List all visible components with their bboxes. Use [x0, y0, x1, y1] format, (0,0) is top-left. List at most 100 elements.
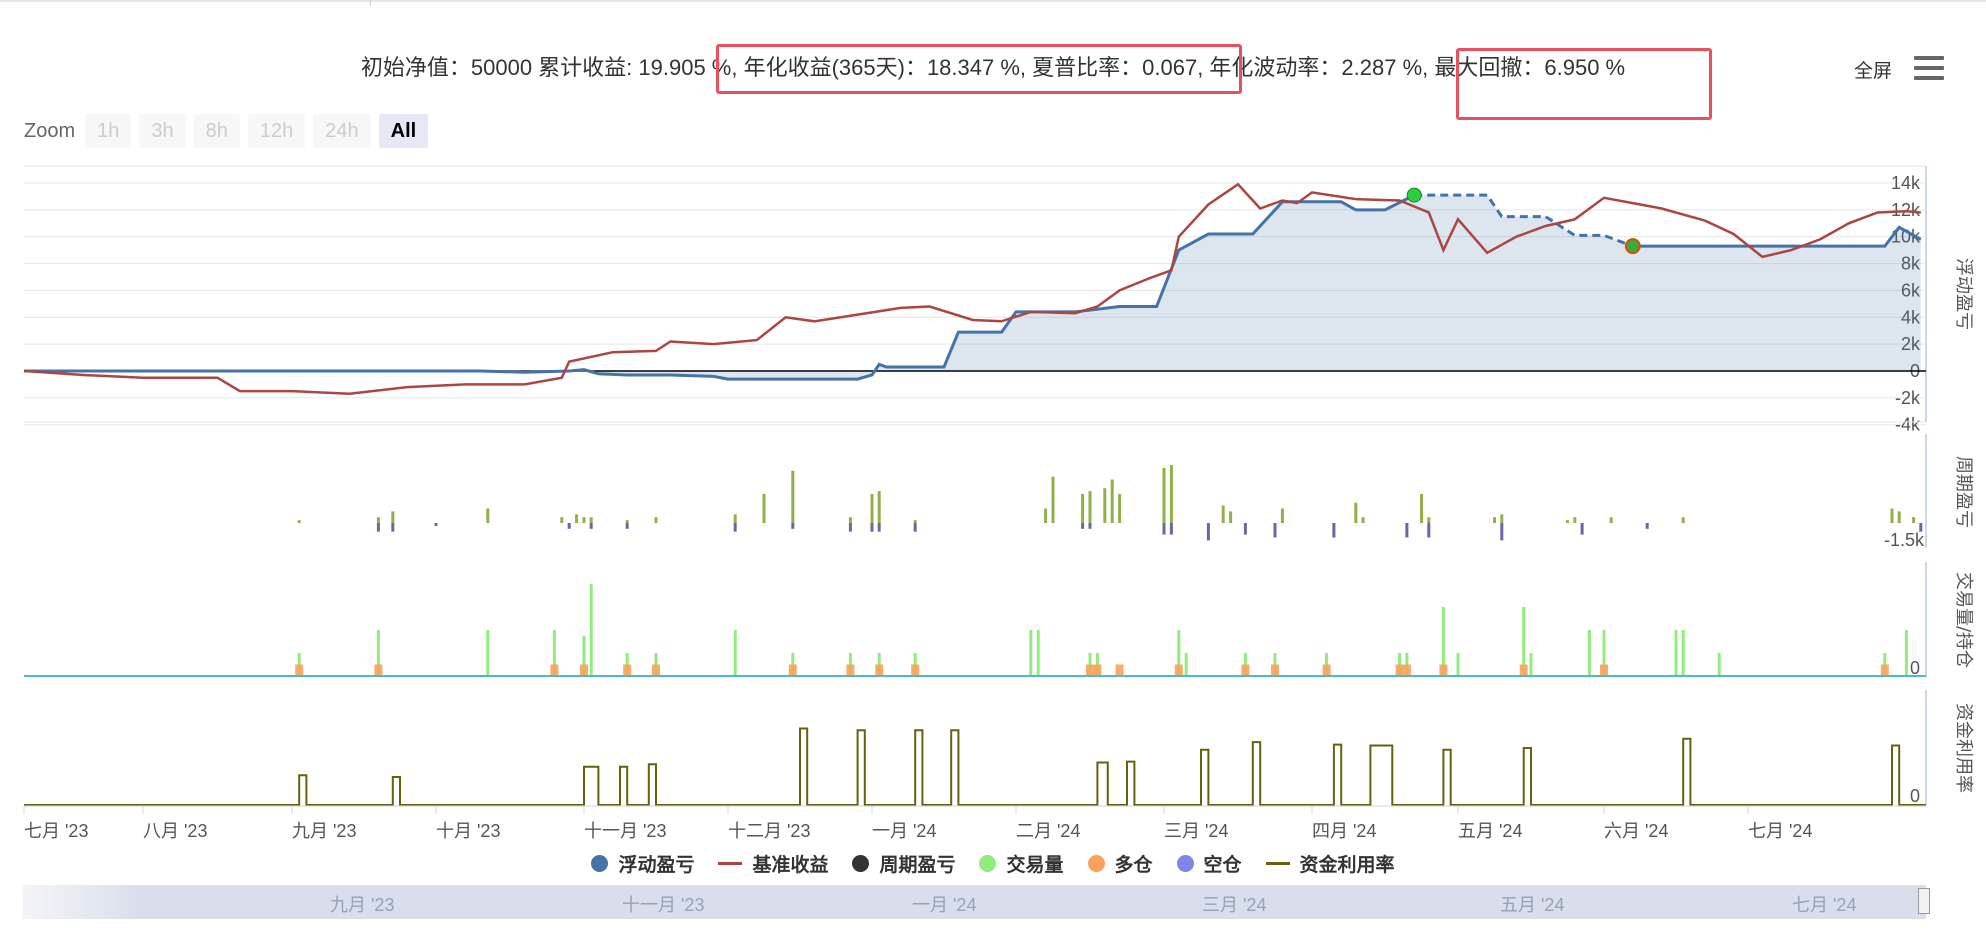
long-position-bar: [1241, 664, 1250, 676]
navigator-tick: 三月 '24: [1202, 895, 1267, 915]
period-pnl-bar-negative: [1405, 523, 1409, 538]
period-pnl-bar: [870, 494, 874, 523]
period-pnl-bar: [1162, 467, 1166, 523]
y-tick-label: -4k: [1895, 415, 1921, 435]
navigator-tick: 一月 '24: [912, 895, 977, 915]
y-tick-label: 2k: [1901, 334, 1921, 354]
hamburger-menu-icon[interactable]: [1914, 56, 1944, 80]
y-tick-label: 10k: [1891, 227, 1921, 247]
period-pnl-bar-negative: [1500, 523, 1504, 541]
period-pnl-bar: [391, 511, 395, 523]
legend-label: 基准收益: [752, 855, 829, 876]
period-pnl-bar: [589, 517, 593, 523]
legend-swatch: [1265, 862, 1290, 865]
period-pnl-bar: [1361, 517, 1365, 523]
navigator-bar[interactable]: 九月 '23 十一月 '23 一月 '24 三月 '24 五月 '24 七月 '…: [22, 885, 1926, 919]
long-position-bar: [1519, 664, 1528, 676]
period-pnl-bar: [1912, 517, 1916, 523]
period-pnl-bar-negative: [1919, 523, 1923, 532]
period-pnl-bar-negative: [1243, 523, 1247, 535]
navigator-tick: 七月 '24: [1792, 895, 1857, 915]
y-tick-label: 8k: [1901, 254, 1921, 274]
zoom-3h-button[interactable]: 3h: [139, 114, 186, 148]
legend-item[interactable]: 资金利用率: [1265, 850, 1395, 877]
x-tick-label: 七月 '24: [1748, 821, 1812, 841]
navigator-tick: 十一月 '23: [622, 895, 705, 915]
pane-title: 周期盈亏: [1953, 456, 1974, 528]
period-pnl-bar: [297, 520, 301, 523]
period-pnl-bar: [1229, 511, 1233, 523]
y-tick-label: 6k: [1901, 280, 1921, 300]
x-tick-label: 十月 '23: [436, 821, 500, 841]
period-pnl-bar: [1081, 494, 1085, 523]
long-position-bar: [788, 664, 797, 676]
long-position-bar: [1086, 664, 1094, 676]
period-pnl-bar-negative: [434, 523, 438, 526]
zoom-12h-button[interactable]: 12h: [247, 114, 306, 148]
volume-bar: [1717, 653, 1721, 676]
period-pnl-bar-negative: [1580, 523, 1584, 535]
volume-bar: [1036, 630, 1040, 676]
period-pnl-bar: [1609, 517, 1613, 523]
period-pnl-bar-negative: [1206, 523, 1210, 541]
floating-pnl-area: [24, 195, 1921, 380]
y-tick-label: -2k: [1895, 388, 1921, 408]
volume-bar: [376, 630, 380, 676]
legend-item[interactable]: 交易量: [979, 850, 1064, 877]
period-pnl-bar: [625, 520, 629, 523]
volume-bar: [1904, 630, 1908, 676]
backtest-stats-line: 初始净值：50000 累计收益: 19.905 %, 年化收益(365天)：18…: [360, 55, 1626, 80]
period-pnl-bar-negative: [376, 523, 380, 532]
period-pnl-bar: [1493, 517, 1496, 523]
period-pnl-bar-negative: [567, 523, 571, 529]
long-position-bar: [580, 664, 588, 676]
legend-item[interactable]: 基准收益: [718, 850, 828, 877]
period-pnl-bar: [877, 491, 881, 523]
pane-title: 浮动盈亏: [1953, 258, 1974, 330]
period-pnl-bar-negative: [791, 523, 795, 529]
period-pnl-bar-negative: [848, 523, 852, 532]
volume-bar: [1681, 630, 1685, 676]
zoom-8h-button[interactable]: 8h: [193, 114, 240, 148]
legend-label: 资金利用率: [1299, 855, 1395, 876]
volume-bar: [1529, 653, 1533, 676]
zoom-1h-button[interactable]: 1h: [85, 114, 132, 148]
legend-swatch: [852, 855, 870, 872]
long-position-bar: [1439, 664, 1448, 676]
x-tick-label: 六月 '24: [1604, 821, 1668, 841]
volume-bar: [1522, 607, 1526, 676]
long-position-bar: [1395, 664, 1404, 676]
long-position-bar: [374, 664, 383, 676]
period-pnl-bar: [1500, 514, 1504, 523]
floating-pnl-drawdown-line: [1414, 193, 1634, 248]
period-pnl-bar-negative: [1081, 523, 1085, 529]
period-pnl-bar: [1110, 479, 1114, 523]
period-pnl-bar-negative: [391, 523, 395, 532]
legend-item[interactable]: 周期盈亏: [852, 850, 955, 877]
x-tick-label: 三月 '24: [1164, 821, 1228, 841]
fullscreen-button[interactable]: 全屏: [1854, 61, 1893, 82]
legend-item[interactable]: 空仓: [1176, 850, 1242, 877]
long-position-bar: [875, 664, 884, 676]
zoom-all-button[interactable]: All: [378, 114, 429, 148]
period-pnl-bar: [575, 514, 579, 523]
long-position-bar: [911, 664, 920, 676]
legend-item[interactable]: 浮动盈亏: [591, 850, 694, 877]
zoom-24h-button[interactable]: 24h: [313, 114, 371, 148]
pane-title: 资金利用率: [1953, 703, 1974, 793]
legend-swatch: [979, 855, 997, 872]
legend-item[interactable]: 多仓: [1087, 850, 1153, 877]
navigator-handle[interactable]: [1918, 888, 1930, 914]
period-pnl-bar-negative: [589, 523, 593, 529]
legend-label: 空仓: [1203, 855, 1242, 876]
period-pnl-bar: [1118, 494, 1122, 523]
long-position-bar: [1322, 664, 1331, 676]
chart-legend: 浮动盈亏 基准收益 周期盈亏 交易量 多仓 空仓 资金利用率: [0, 850, 1986, 877]
legend-label: 周期盈亏: [879, 855, 956, 876]
period-pnl-bar-negative: [625, 523, 629, 529]
long-position-bar: [652, 664, 660, 676]
y-tick-label: -1.5k: [1884, 530, 1925, 550]
period-pnl-bar: [1566, 520, 1569, 523]
volume-bar: [582, 635, 586, 676]
